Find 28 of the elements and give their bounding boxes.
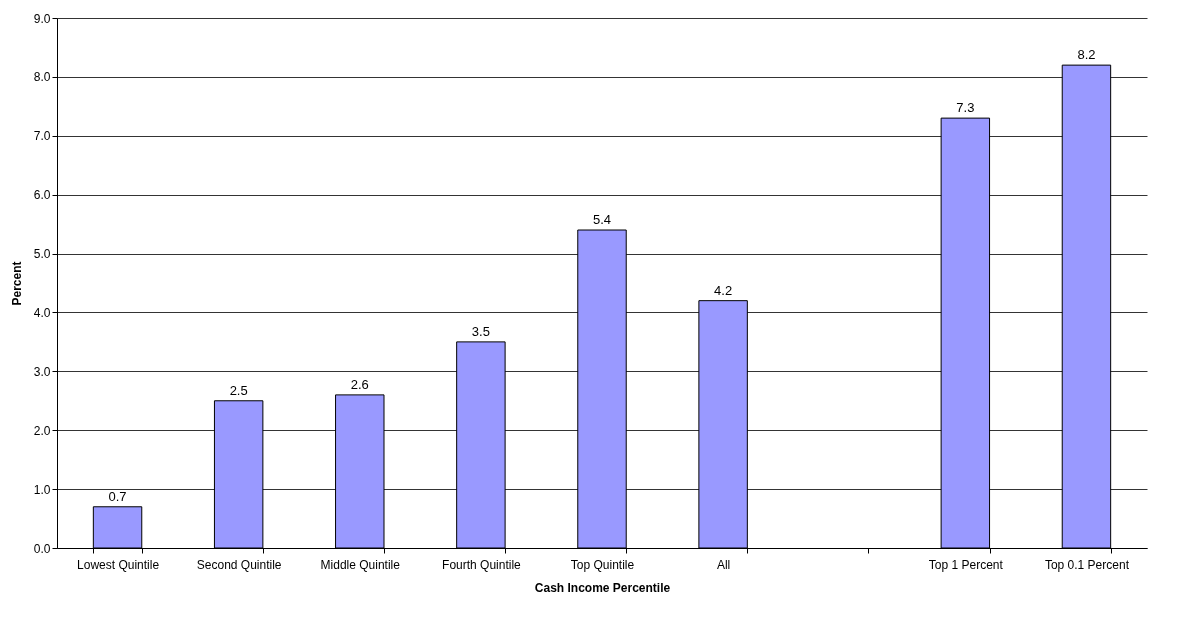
- y-tick-label: 8.0: [33, 70, 51, 85]
- data-label: 4.2: [714, 282, 733, 298]
- x-tick-label: Lowest Quintile: [77, 557, 160, 572]
- y-tick-label: 9.0: [33, 11, 51, 26]
- data-label: 8.2: [1077, 47, 1096, 63]
- data-label: 2.6: [350, 376, 369, 392]
- y-tick-label: 4.0: [33, 305, 51, 320]
- data-label: 2.5: [229, 382, 248, 398]
- data-label: 7.3: [956, 100, 975, 116]
- y-tick-label: 6.0: [33, 188, 51, 203]
- y-tick-label: 5.0: [33, 247, 51, 262]
- y-tick-label: 1.0: [33, 482, 51, 497]
- x-axis-title: Cash Income Percentile: [534, 580, 671, 595]
- y-tick-label: 3.0: [33, 364, 51, 379]
- x-tick-label: Middle Quintile: [320, 557, 401, 572]
- data-label: 3.5: [471, 323, 490, 339]
- y-tick-label: 0.0: [33, 541, 51, 556]
- x-tick-label: Second Quintile: [196, 557, 282, 572]
- data-label: 5.4: [592, 212, 612, 227]
- x-tick-label: Top Quintile: [570, 557, 635, 572]
- x-tick-label: Fourth Quintile: [442, 557, 522, 572]
- data-label: 0.7: [108, 488, 127, 504]
- x-tick-label: Top 0.1 Percent: [1044, 557, 1130, 572]
- y-tick-label: 7.0: [33, 129, 51, 144]
- y-axis-title: Percent: [9, 261, 24, 306]
- x-tick-label: All: [716, 557, 731, 572]
- y-tick-label: 2.0: [33, 423, 51, 438]
- x-tick-label: Top 1 Percent: [928, 557, 1004, 572]
